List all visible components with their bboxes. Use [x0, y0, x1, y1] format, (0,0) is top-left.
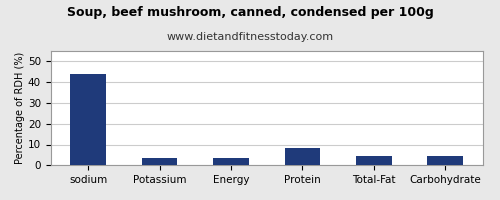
Bar — [284, 148, 320, 165]
Bar — [213, 158, 249, 165]
Text: www.dietandfitnesstoday.com: www.dietandfitnesstoday.com — [166, 32, 334, 42]
Bar — [142, 158, 178, 165]
Bar — [356, 156, 392, 165]
Bar — [70, 74, 106, 165]
Bar — [428, 156, 463, 165]
Text: Soup, beef mushroom, canned, condensed per 100g: Soup, beef mushroom, canned, condensed p… — [66, 6, 434, 19]
Y-axis label: Percentage of RDH (%): Percentage of RDH (%) — [15, 52, 25, 164]
